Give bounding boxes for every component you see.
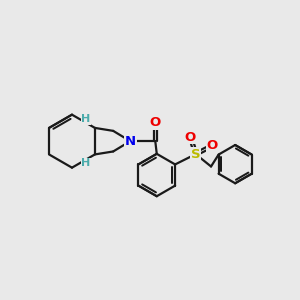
- Text: H: H: [82, 158, 91, 168]
- Text: O: O: [206, 140, 218, 152]
- Text: O: O: [185, 130, 196, 143]
- Text: S: S: [191, 148, 200, 160]
- Text: O: O: [150, 116, 161, 129]
- Text: N: N: [125, 135, 136, 148]
- Text: H: H: [82, 114, 91, 124]
